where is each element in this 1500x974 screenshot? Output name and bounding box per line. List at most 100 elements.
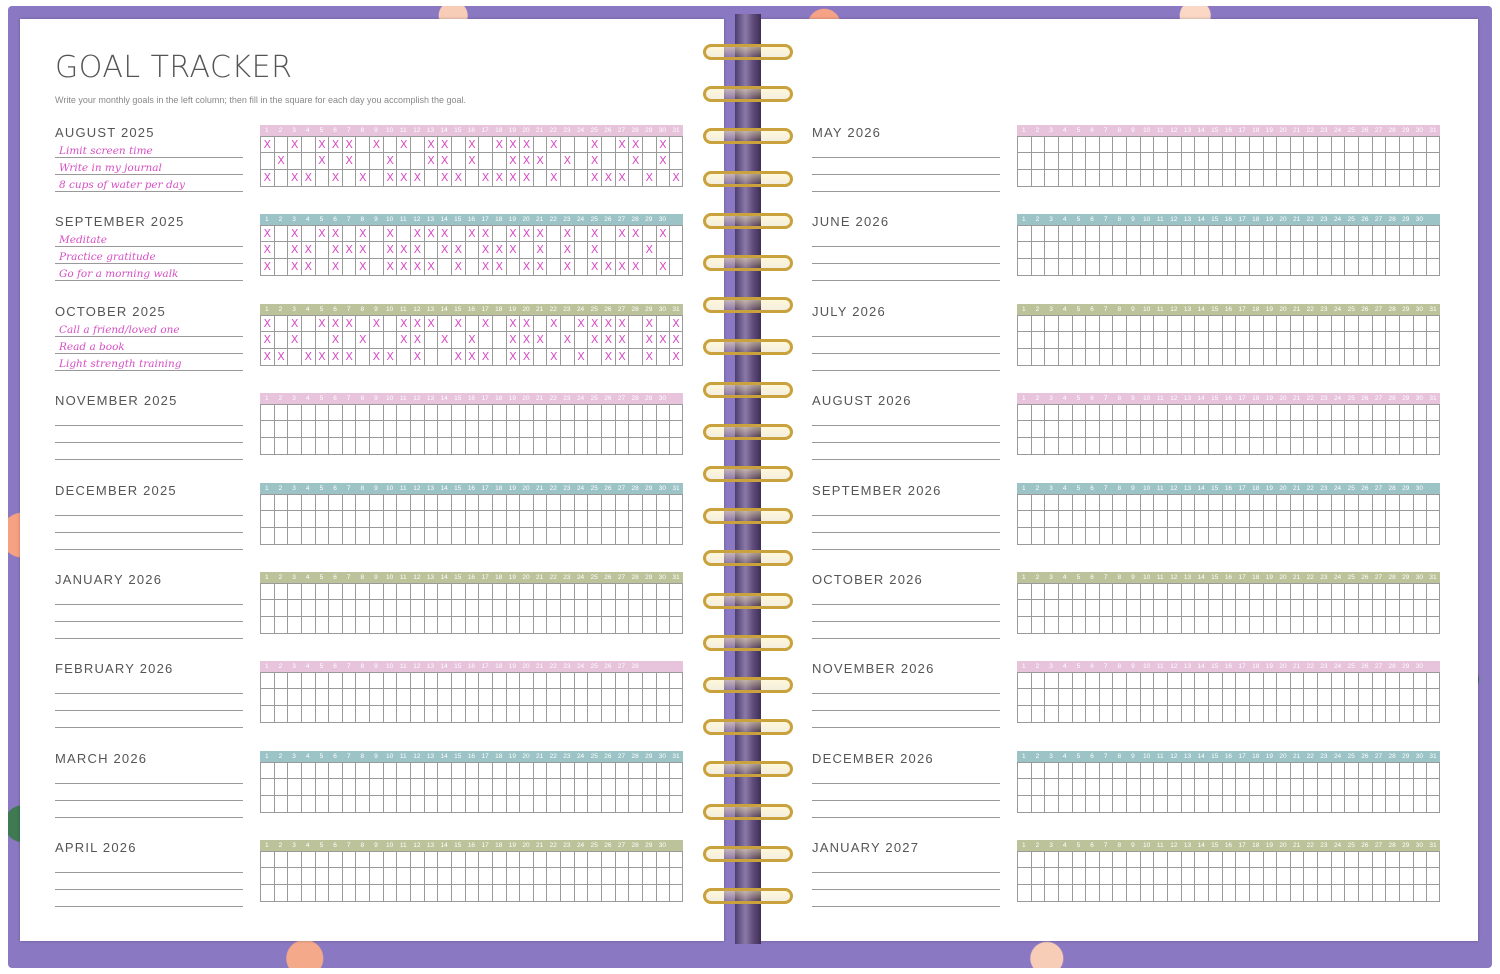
day-checkbox[interactable] xyxy=(1139,852,1154,868)
day-checkbox[interactable] xyxy=(519,795,533,812)
day-checkbox[interactable] xyxy=(669,438,683,455)
day-checkbox[interactable] xyxy=(1194,584,1208,599)
day-checkbox[interactable]: X xyxy=(532,259,547,276)
day-checkbox[interactable] xyxy=(1303,405,1317,421)
day-checkbox[interactable] xyxy=(341,852,356,868)
day-checkbox[interactable]: X xyxy=(628,137,642,152)
goal-line[interactable] xyxy=(812,141,1000,158)
day-checkbox[interactable] xyxy=(1030,868,1045,885)
day-checkbox[interactable] xyxy=(1180,617,1195,633)
day-checkbox[interactable] xyxy=(1221,438,1236,455)
day-checkbox[interactable] xyxy=(369,673,383,689)
day-checkbox[interactable] xyxy=(1398,170,1413,186)
day-checkbox[interactable]: X xyxy=(423,226,438,242)
day-checkbox[interactable] xyxy=(1371,242,1386,259)
day-checkbox[interactable] xyxy=(1221,421,1236,438)
day-checkbox[interactable] xyxy=(655,421,670,438)
day-checkbox[interactable] xyxy=(614,600,629,616)
day-checkbox[interactable] xyxy=(641,137,656,152)
day-checkbox[interactable] xyxy=(1289,348,1304,365)
day-checkbox[interactable] xyxy=(614,762,629,778)
day-checkbox[interactable] xyxy=(1098,762,1113,778)
day-checkbox[interactable] xyxy=(601,242,615,259)
day-checkbox[interactable] xyxy=(573,137,588,152)
day-checkbox[interactable] xyxy=(601,617,615,633)
goal-line[interactable] xyxy=(812,890,1000,908)
day-checkbox[interactable] xyxy=(1317,137,1331,152)
day-checkbox[interactable] xyxy=(260,673,274,689)
day-checkbox[interactable] xyxy=(437,689,451,706)
day-checkbox[interactable] xyxy=(1126,226,1140,242)
day-checkbox[interactable] xyxy=(1207,315,1222,331)
day-checkbox[interactable] xyxy=(1167,331,1181,348)
day-checkbox[interactable] xyxy=(1180,885,1195,902)
day-checkbox[interactable] xyxy=(1412,584,1427,599)
day-checkbox[interactable] xyxy=(1371,852,1386,868)
day-checkbox[interactable] xyxy=(1248,868,1263,885)
day-checkbox[interactable]: X xyxy=(410,315,424,331)
day-checkbox[interactable] xyxy=(573,600,588,616)
day-checkbox[interactable]: X xyxy=(410,331,424,348)
day-checkbox[interactable] xyxy=(601,885,615,902)
day-checkbox[interactable] xyxy=(1235,617,1249,633)
day-checkbox[interactable] xyxy=(260,405,274,421)
day-checkbox[interactable] xyxy=(1071,868,1086,885)
day-checkbox[interactable] xyxy=(410,494,424,510)
day-checkbox[interactable] xyxy=(641,868,656,885)
day-checkbox[interactable]: X xyxy=(314,153,329,169)
day-checkbox[interactable] xyxy=(601,600,615,616)
day-checkbox[interactable] xyxy=(1289,852,1304,868)
day-checkbox[interactable] xyxy=(314,494,329,510)
day-checkbox[interactable] xyxy=(587,673,601,689)
day-checkbox[interactable] xyxy=(573,885,588,902)
day-checkbox[interactable]: X xyxy=(450,170,465,186)
day-checkbox[interactable] xyxy=(573,510,588,527)
day-checkbox[interactable] xyxy=(1426,852,1440,868)
day-checkbox[interactable] xyxy=(1112,527,1126,544)
day-checkbox[interactable] xyxy=(1412,226,1427,242)
day-checkbox[interactable] xyxy=(382,137,397,152)
day-checkbox[interactable] xyxy=(641,421,656,438)
day-checkbox[interactable] xyxy=(1030,527,1045,544)
day-checkbox[interactable] xyxy=(573,438,588,455)
goal-line[interactable] xyxy=(812,247,1000,265)
day-checkbox[interactable] xyxy=(437,885,451,902)
day-checkbox[interactable] xyxy=(1030,438,1045,455)
day-checkbox[interactable]: X xyxy=(314,315,329,331)
day-checkbox[interactable] xyxy=(1017,421,1031,438)
day-checkbox[interactable] xyxy=(1194,689,1208,706)
day-checkbox[interactable] xyxy=(369,405,383,421)
goal-line[interactable] xyxy=(812,873,1000,891)
day-checkbox[interactable] xyxy=(1248,852,1263,868)
day-checkbox[interactable] xyxy=(1248,584,1263,599)
day-checkbox[interactable] xyxy=(464,868,479,885)
day-checkbox[interactable] xyxy=(260,600,274,616)
day-checkbox[interactable] xyxy=(1289,494,1304,510)
day-checkbox[interactable] xyxy=(655,315,670,331)
day-checkbox[interactable] xyxy=(260,153,274,169)
day-checkbox[interactable] xyxy=(560,170,574,186)
day-checkbox[interactable] xyxy=(1221,762,1236,778)
day-checkbox[interactable] xyxy=(1153,259,1167,276)
day-checkbox[interactable] xyxy=(1071,226,1086,242)
day-checkbox[interactable] xyxy=(1112,852,1126,868)
day-checkbox[interactable] xyxy=(1358,405,1372,421)
day-checkbox[interactable] xyxy=(1139,885,1154,902)
day-checkbox[interactable]: X xyxy=(587,315,601,331)
day-checkbox[interactable] xyxy=(628,868,642,885)
day-checkbox[interactable] xyxy=(546,331,560,348)
day-checkbox[interactable] xyxy=(314,852,329,868)
day-checkbox[interactable] xyxy=(287,405,301,421)
day-checkbox[interactable] xyxy=(1289,600,1304,616)
day-checkbox[interactable] xyxy=(437,584,451,599)
day-checkbox[interactable] xyxy=(328,778,342,795)
day-checkbox[interactable] xyxy=(1139,405,1154,421)
day-checkbox[interactable] xyxy=(423,170,438,186)
day-checkbox[interactable] xyxy=(491,405,506,421)
day-checkbox[interactable] xyxy=(1221,348,1236,365)
day-checkbox[interactable] xyxy=(1180,673,1195,689)
day-checkbox[interactable] xyxy=(1153,778,1167,795)
day-checkbox[interactable]: X xyxy=(505,348,520,365)
day-checkbox[interactable]: X xyxy=(382,348,397,365)
day-checkbox[interactable] xyxy=(1276,762,1290,778)
